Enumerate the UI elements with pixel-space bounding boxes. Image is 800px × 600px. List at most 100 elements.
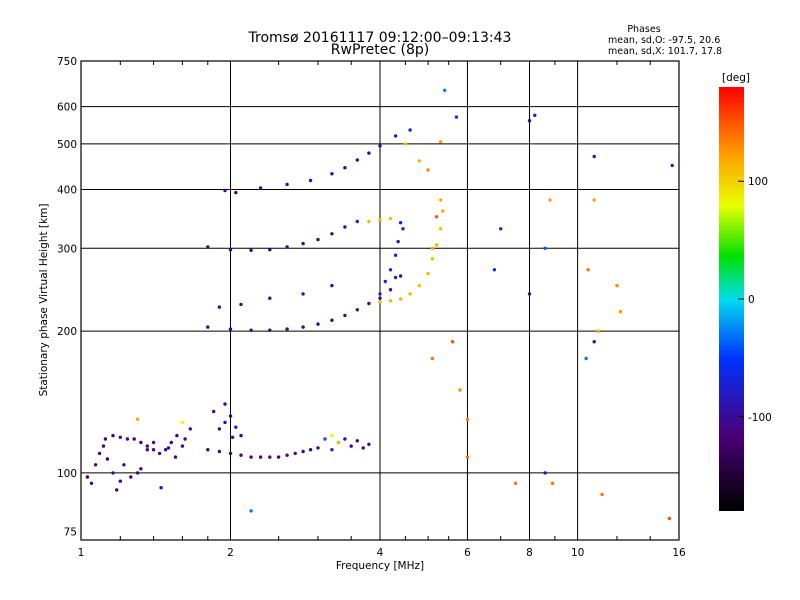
axis-ticks: 1 2 4 6 8 10 16 75 100 200 300 400 500 600 750 [57, 56, 686, 559]
echo-point [343, 225, 347, 229]
echo-point [258, 455, 263, 459]
y-tick-label: 300 [57, 243, 77, 255]
echo-point [285, 182, 289, 187]
echo-point [223, 420, 227, 425]
echo-point [183, 437, 187, 441]
echo-point [403, 142, 408, 146]
echo-point [439, 198, 443, 202]
x-tick-label: 10 [571, 547, 584, 559]
echo-point [85, 475, 90, 479]
x-tick-label: 4 [377, 547, 384, 559]
x-tick-label: 1 [78, 547, 85, 559]
echo-point [212, 409, 216, 414]
phases-o-stats: mean, sd,O: -97.5, 20.6 [608, 35, 720, 46]
echo-point [228, 327, 233, 331]
echo-point [396, 239, 400, 244]
echo-point [527, 119, 532, 123]
echo-point [206, 325, 210, 329]
echo-point [188, 427, 192, 431]
chart-title: Tromsø 20161117 09:12:00–09:13:43 [248, 30, 512, 46]
echo-point [499, 227, 503, 231]
echo-point [355, 219, 359, 224]
echo-point [393, 253, 398, 257]
x-tick-label: 2 [227, 547, 234, 559]
chart-subtitle: RwPretec (8p) [331, 42, 429, 58]
echo-point [417, 283, 421, 288]
y-tick-label: 100 [57, 468, 77, 480]
echo-point [129, 475, 133, 479]
echo-point [434, 215, 439, 219]
echo-point [249, 455, 253, 459]
echo-point [139, 467, 143, 471]
echo-point [398, 274, 403, 278]
echo-point [388, 288, 393, 292]
echo-point [330, 172, 334, 176]
plot-frame [80, 60, 680, 541]
echo-point [393, 275, 398, 280]
echo-point [667, 516, 672, 521]
echo-point [180, 444, 185, 448]
echo-point [343, 166, 347, 170]
echo-point [316, 322, 320, 326]
echo-point [258, 186, 263, 190]
echo-point [592, 340, 596, 344]
echo-point [330, 283, 334, 288]
echo-point [458, 388, 462, 392]
echo-point [367, 301, 371, 306]
echo-point [122, 463, 126, 467]
echo-point [361, 446, 365, 450]
echo-point [268, 328, 272, 332]
echo-point [135, 417, 140, 421]
echo-point [426, 271, 430, 276]
x-axis-label: Frequency [MHz] [336, 560, 424, 572]
echo-point [234, 190, 238, 195]
echo-point [378, 144, 382, 148]
echo-point [378, 218, 382, 222]
echo-point [592, 154, 596, 159]
echo-point [592, 198, 596, 202]
echo-point [308, 178, 313, 183]
echo-point [323, 437, 327, 441]
echo-point [111, 433, 115, 438]
echo-point [550, 481, 555, 485]
echo-point [349, 444, 353, 448]
echo-point [596, 329, 600, 333]
echo-point [101, 444, 106, 448]
echo-point [135, 471, 140, 475]
echo-point [239, 453, 243, 457]
echo-point [301, 449, 305, 454]
echo-point [378, 292, 382, 296]
echo-point [408, 292, 412, 296]
echo-point [234, 425, 238, 429]
echo-point [125, 437, 130, 441]
echo-point [217, 427, 222, 431]
echo-point [268, 455, 272, 459]
echo-point [139, 440, 143, 445]
echo-point [293, 451, 297, 456]
echo-point [434, 243, 439, 247]
echo-point [543, 471, 547, 475]
echo-point [355, 158, 359, 162]
echo-point [228, 414, 233, 418]
echo-point [206, 448, 210, 452]
echo-point [430, 356, 435, 361]
colorbar-tick-label: -100 [748, 412, 772, 424]
gridlines [81, 61, 679, 540]
echo-point [618, 310, 623, 314]
echo-point [145, 444, 149, 448]
echo-point [249, 509, 253, 513]
echo-point [230, 435, 235, 439]
echo-point [276, 455, 281, 459]
echo-point [163, 448, 168, 452]
echo-point [492, 268, 497, 272]
echo-point [615, 283, 619, 288]
echo-point [393, 134, 398, 138]
echo-point [308, 448, 313, 452]
x-tick-label: 16 [672, 547, 686, 559]
echo-point [105, 457, 110, 461]
echo-point [115, 488, 119, 492]
y-tick-label: 500 [57, 139, 77, 151]
echo-point [336, 440, 341, 445]
echo-point [180, 420, 185, 425]
